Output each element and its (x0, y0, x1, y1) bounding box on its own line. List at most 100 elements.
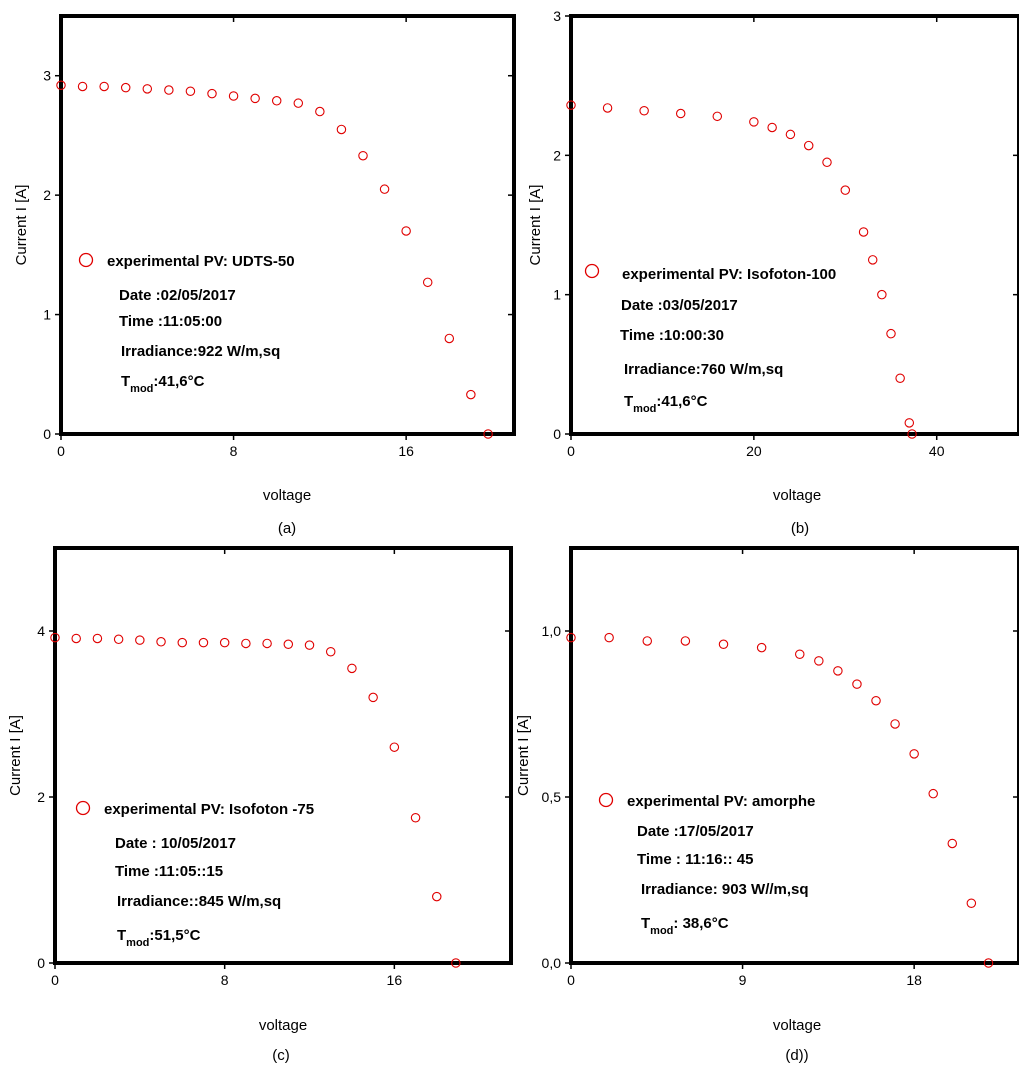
data-point (135, 635, 145, 645)
data-point (852, 679, 862, 689)
data-point (271, 96, 282, 106)
data-point (177, 637, 188, 648)
data-point (840, 185, 851, 195)
x-tick-label: 0 (57, 443, 65, 459)
x-tick-label: 9 (739, 972, 747, 988)
legend-label: experimental PV: Isofoton-100 (622, 266, 836, 283)
legend-marker (78, 252, 94, 268)
legend-label: experimental PV: UDTS-50 (107, 253, 295, 270)
data-point (262, 638, 272, 649)
y-tick-label: 2 (553, 147, 561, 163)
tmod-subscript: mod (633, 403, 656, 415)
panel-label: (c) (272, 1047, 290, 1064)
data-point (983, 958, 994, 968)
data-point (347, 663, 357, 674)
data-point (966, 898, 977, 908)
data-point (207, 88, 217, 99)
data-point (325, 646, 336, 657)
tmod-subscript: mod (650, 925, 673, 937)
annotation-irradiance: Irradiance:760 W/m,sq (624, 361, 783, 378)
y-axis-title: Current I [A] (527, 185, 544, 266)
x-tick-label: 8 (230, 443, 238, 459)
y-axis-title: Current I [A] (7, 715, 24, 796)
annotation-date: Date :17/05/2017 (637, 823, 754, 840)
legend-label: experimental PV: Isofoton -75 (104, 801, 314, 818)
y-tick-label: 2 (43, 187, 51, 203)
x-axis-title: voltage (259, 1017, 307, 1034)
data-point (164, 85, 174, 95)
x-tick-label: 8 (221, 972, 229, 988)
data-point (639, 105, 649, 116)
chart-panel-1: 0 8 16 0 1 2 3 Current I [A] voltage (a) experimen… (13, 14, 516, 537)
data-point (120, 82, 131, 93)
data-point (219, 637, 230, 648)
data-point (785, 129, 796, 140)
plot-frame (569, 546, 1019, 965)
annotation-time: Time :11:05::15 (115, 863, 223, 880)
data-point (336, 124, 347, 135)
annotation-irradiance: Irradiance: 903 W//m,sq (641, 881, 809, 898)
y-tick-label: 1 (553, 287, 561, 303)
tmod-value: :51,5°C (149, 927, 200, 944)
chart-panel-2: 0 20 40 0 1 2 3 Current I [A] voltage (b) experime… (527, 8, 1019, 537)
data-point (890, 719, 900, 729)
chart-panel-4: 0 9 18 0,0 0,5 1,0 Current I [A] voltage (d)) exp… (515, 546, 1019, 1064)
x-axis-title: voltage (773, 1017, 821, 1034)
data-point (368, 692, 378, 703)
tmod-subscript: mod (126, 937, 149, 949)
plot-frame (59, 14, 516, 436)
x-tick-label: 16 (398, 443, 414, 459)
data-point (895, 373, 905, 384)
annotation-date: Date :02/05/2017 (119, 287, 236, 304)
legend-marker (75, 800, 91, 816)
data-point (156, 637, 166, 647)
data-point (749, 117, 759, 127)
y-tick-label: 1,0 (542, 623, 562, 639)
data-point (767, 122, 777, 133)
y-tick-label: 3 (43, 68, 51, 84)
tmod-value: :41,6°C (656, 393, 707, 410)
annotation-tmod: Tmod:41,6°C (624, 393, 708, 415)
annotation-irradiance: Irradiance::845 W/m,sq (117, 893, 281, 910)
data-point (904, 418, 915, 428)
data-point (92, 633, 103, 644)
x-axis-title: voltage (773, 487, 821, 504)
x-tick-label: 40 (929, 443, 945, 459)
data-point (822, 157, 832, 168)
data-point (675, 108, 686, 119)
y-tick-label: 2 (37, 789, 45, 805)
data-point (928, 788, 938, 799)
annotation-time: Time :10:00:30 (620, 327, 724, 344)
annotation-tmod: Tmod:51,5°C (117, 927, 201, 949)
data-point (283, 639, 294, 650)
data-point (795, 649, 805, 659)
annotation-time: Time :11:05:00 (119, 313, 222, 330)
legend-marker (584, 263, 600, 279)
panel-label: (d)) (785, 1047, 808, 1064)
data-point (198, 637, 209, 648)
data-point (451, 958, 461, 968)
annotation-tmod: Tmod: 38,6°C (641, 915, 729, 937)
y-tick-label: 4 (37, 623, 45, 639)
data-point (241, 638, 251, 649)
annotation-date: Date : 10/05/2017 (115, 835, 236, 852)
data-point (756, 642, 767, 653)
data-point (909, 749, 919, 759)
data-point (858, 227, 869, 237)
data-point (680, 636, 691, 646)
tmod-value: :41,6°C (153, 373, 204, 390)
y-tick-label: 1 (43, 307, 51, 323)
annotation-time: Time : 11:16:: 45 (637, 851, 753, 868)
legend-label: experimental PV: amorphe (627, 793, 815, 810)
data-point (304, 640, 315, 650)
annotation-irradiance: Irradiance:922 W/m,sq (121, 343, 280, 360)
panel-label: (a) (278, 520, 296, 537)
x-tick-label: 20 (746, 443, 762, 459)
data-point (228, 91, 239, 101)
data-point (566, 100, 576, 110)
data-point (907, 429, 917, 439)
data-point (422, 277, 433, 288)
data-point (814, 656, 824, 666)
x-tick-label: 0 (567, 443, 575, 459)
